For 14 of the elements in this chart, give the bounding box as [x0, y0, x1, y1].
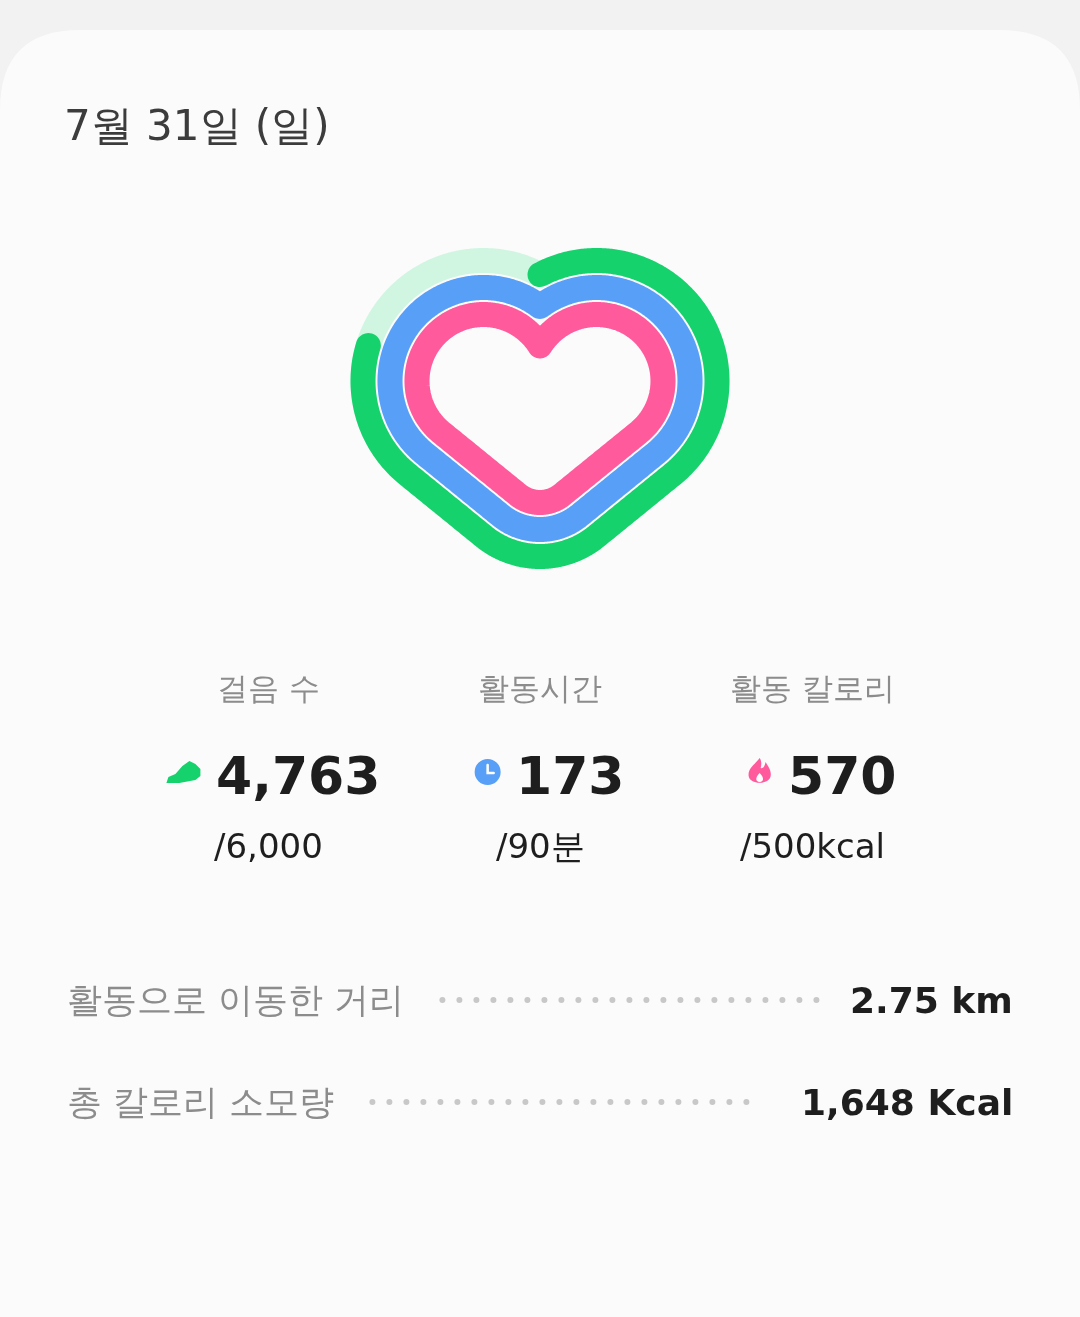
data-label: /500kcal: [740, 826, 886, 866]
data-label: 173: [516, 746, 625, 806]
text: 7월 31일 (일): [64, 101, 330, 150]
text: 1,648 Kcal: [801, 1082, 1014, 1123]
category-label: 걸음 수: [217, 670, 320, 706]
category-label: 활동 칼로리: [730, 670, 895, 706]
data-label: 4,763: [216, 746, 381, 806]
data-label: 570: [788, 746, 897, 806]
category-label: 활동시간: [478, 670, 602, 706]
data-label: /90분: [496, 826, 585, 866]
data-label: /6,000: [214, 826, 323, 866]
text: 총 칼로리 소모량: [67, 1082, 335, 1122]
text: 활동으로 이동한 거리: [67, 980, 405, 1020]
text: 2.75 km: [850, 980, 1013, 1021]
